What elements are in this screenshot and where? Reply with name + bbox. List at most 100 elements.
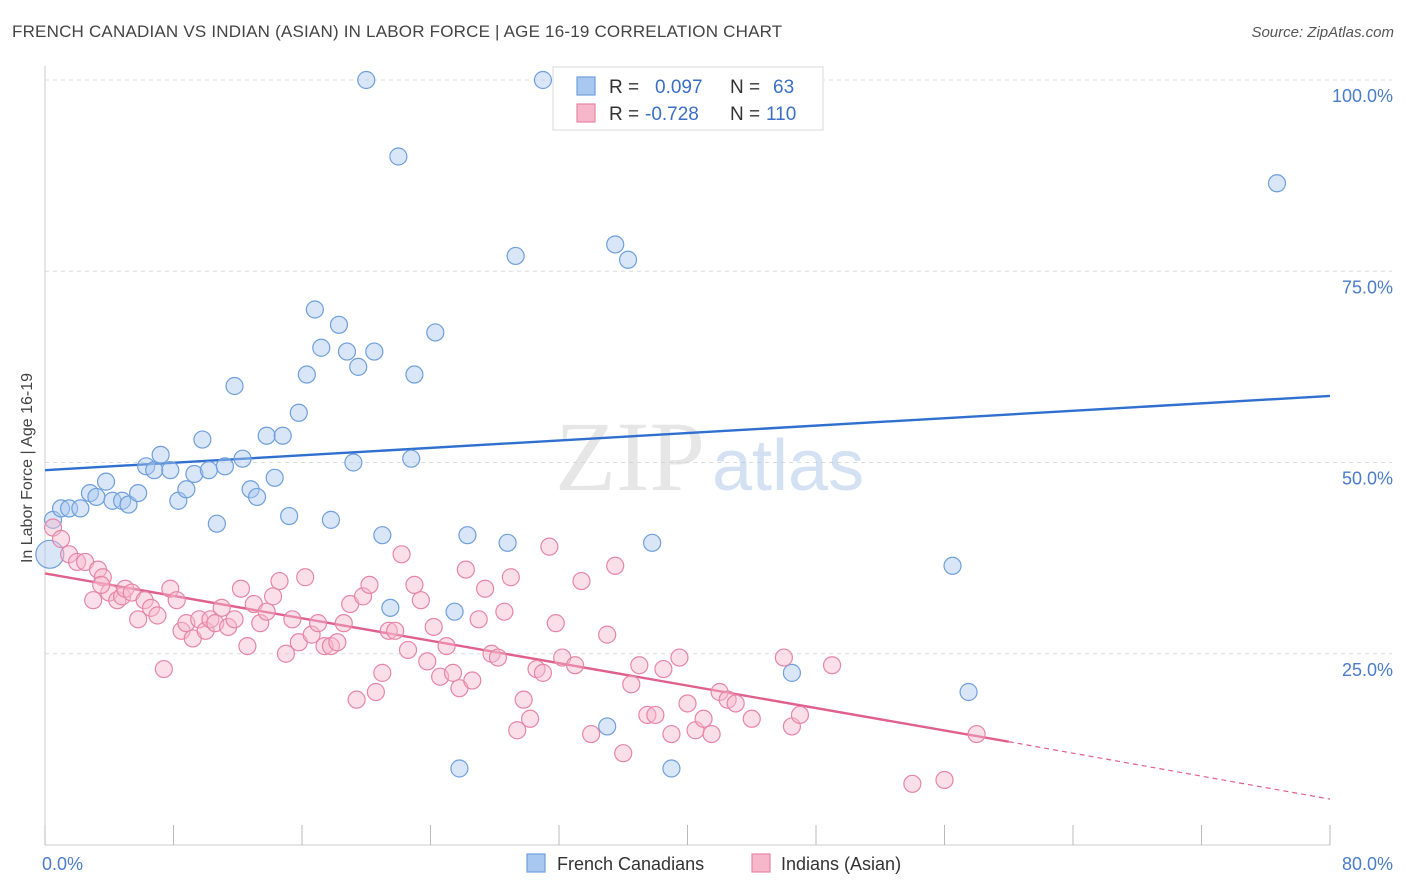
series-1-points — [43, 518, 986, 793]
data-point — [283, 610, 302, 629]
series-0-points — [35, 70, 1287, 778]
data-point — [247, 487, 267, 507]
data-point — [508, 721, 527, 740]
stats-swatch-indian — [576, 103, 596, 123]
data-point — [161, 579, 180, 598]
data-point — [154, 659, 173, 679]
data-point — [606, 235, 625, 254]
y-tick-label-0: 100.0% — [1332, 86, 1393, 106]
data-point — [426, 323, 445, 342]
data-point — [935, 770, 954, 790]
data-point — [943, 556, 962, 575]
data-point — [357, 70, 376, 90]
data-point — [614, 744, 633, 763]
data-point — [308, 614, 328, 633]
data-point — [418, 652, 437, 671]
data-point — [84, 591, 103, 610]
data-point — [702, 724, 721, 744]
stats-r-value-2: -0.728 — [645, 104, 699, 125]
data-point — [329, 315, 349, 334]
data-point — [233, 449, 252, 468]
data-point — [199, 461, 218, 480]
legend-label-french: French Canadians — [557, 854, 704, 874]
data-point — [405, 365, 424, 384]
data-point — [694, 709, 713, 728]
data-point — [662, 724, 681, 744]
data-point — [598, 625, 617, 644]
data-point — [822, 656, 842, 675]
data-point — [533, 663, 553, 682]
data-point — [337, 342, 357, 361]
data-point — [265, 468, 284, 487]
data-point — [71, 499, 90, 518]
data-point — [302, 625, 321, 644]
data-point — [411, 591, 430, 610]
data-point — [495, 602, 514, 621]
data-point — [774, 648, 793, 667]
stats-r-value-1: 0.097 — [655, 77, 703, 98]
data-point — [598, 717, 617, 736]
data-point — [618, 250, 638, 269]
data-point — [565, 656, 585, 675]
data-point — [450, 759, 469, 778]
data-point — [443, 663, 463, 682]
y-tick-label-1: 75.0% — [1342, 277, 1393, 297]
data-point — [257, 426, 276, 445]
data-point — [148, 606, 167, 625]
data-point — [670, 648, 689, 667]
data-point — [654, 659, 673, 679]
data-point — [506, 246, 525, 266]
data-point — [606, 556, 625, 575]
trend-extension-1 — [1008, 741, 1331, 800]
data-point — [546, 614, 565, 633]
data-point — [790, 705, 810, 725]
data-point — [381, 598, 400, 617]
data-point — [87, 487, 106, 507]
data-point — [445, 602, 464, 621]
data-point — [225, 376, 244, 396]
data-point — [572, 571, 591, 591]
data-point — [231, 579, 251, 598]
data-point — [312, 338, 331, 357]
stats-n-value-1: 63 — [773, 77, 794, 98]
y-tick-label-3: 25.0% — [1342, 660, 1393, 680]
x-tick-label-0: 0.0% — [42, 854, 83, 874]
data-point — [476, 579, 495, 598]
source-credit: Source: ZipAtlas.com — [1251, 24, 1394, 41]
data-point — [405, 575, 424, 595]
data-point — [360, 575, 379, 595]
data-point — [353, 587, 373, 606]
watermark-atlas: atlas — [712, 426, 864, 506]
data-points — [35, 70, 1287, 793]
data-point — [782, 663, 802, 682]
data-point — [402, 449, 421, 468]
legend-swatch-french — [526, 853, 546, 873]
data-point — [643, 533, 662, 552]
data-point — [533, 70, 553, 90]
stats-n-value-2: 110 — [766, 104, 796, 125]
stats-n-label-1: N = — [730, 77, 760, 98]
trend-line-0 — [44, 394, 1331, 472]
data-point — [520, 709, 540, 728]
data-point — [726, 694, 745, 713]
data-point — [967, 724, 986, 744]
data-point — [424, 617, 443, 637]
data-point — [334, 614, 353, 633]
data-point — [903, 774, 922, 793]
data-point — [488, 648, 508, 667]
legend-swatch-indian — [751, 853, 771, 873]
data-point — [1267, 174, 1287, 193]
stats-swatch-french — [576, 76, 596, 96]
data-point — [207, 514, 226, 533]
stats-r-label-2: R = — [609, 104, 639, 125]
x-tick-label-1: 80.0% — [1342, 854, 1393, 874]
data-point — [263, 587, 283, 606]
data-point — [389, 147, 408, 166]
data-point — [379, 621, 398, 640]
data-point — [145, 461, 164, 480]
data-point — [469, 610, 488, 629]
data-point — [196, 621, 215, 640]
data-point — [344, 453, 363, 472]
data-point — [296, 568, 315, 587]
